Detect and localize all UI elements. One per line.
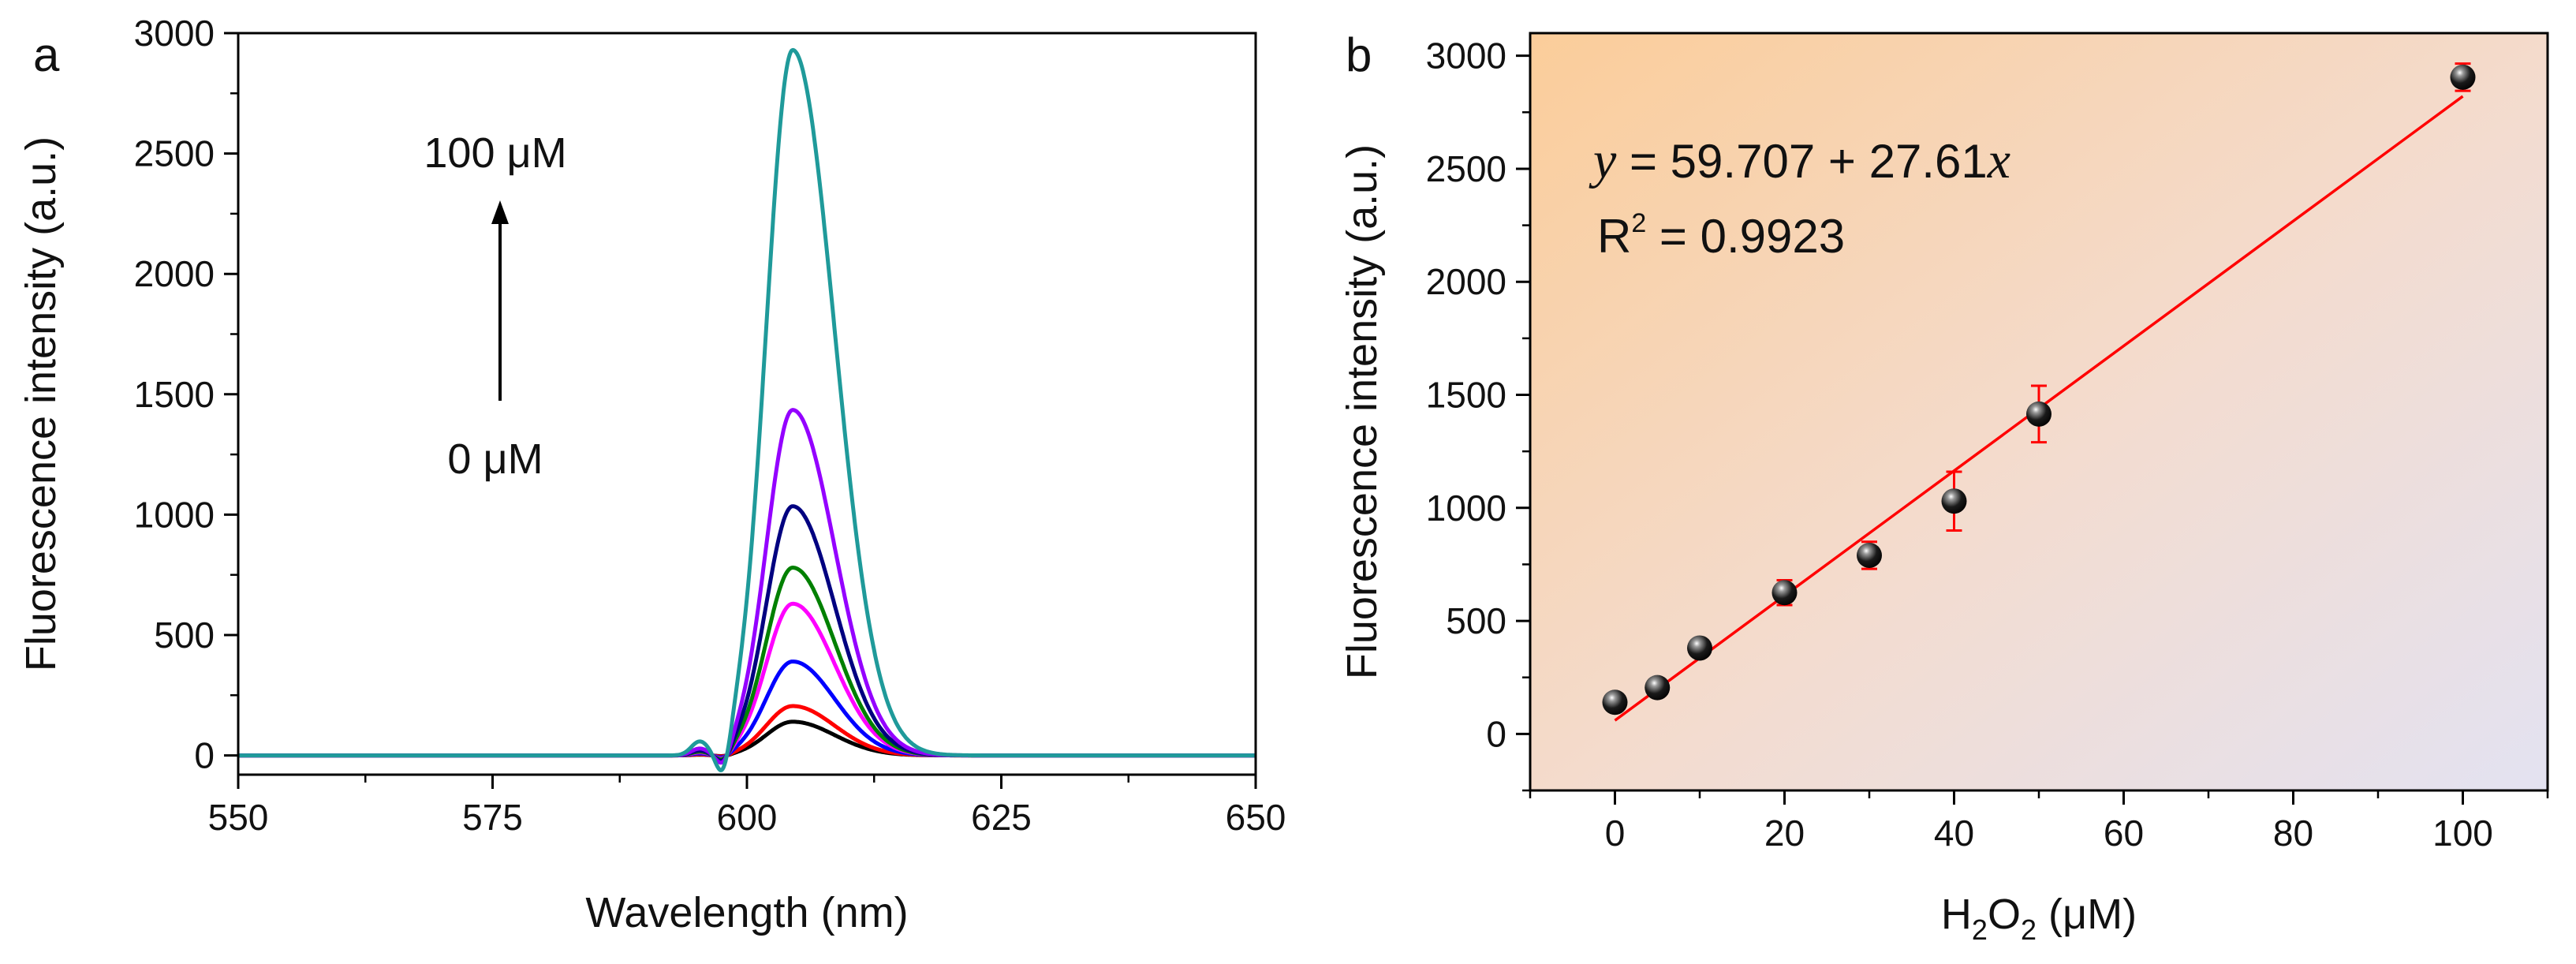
x-label-o: O [1988,891,2021,938]
increase-arrow-head [491,200,509,224]
panel-a-y-tick-label: 3000 [134,13,215,54]
panel-a-x-axis-label: Wavelength (nm) [585,889,908,936]
panel-b-y-tick-label: 0 [1486,713,1506,754]
data-point [1602,689,1628,716]
panel-a-y-tick-label: 1500 [134,374,215,415]
panel-b-y-tick-label: 2000 [1426,261,1506,302]
x-label-h: H [1941,891,1972,938]
data-point [1687,635,1712,661]
equation-y-variable: y [1589,132,1617,189]
panel-a-x-tick-label: 650 [1226,797,1286,838]
panel-a-x-tick-label: 625 [971,797,1032,838]
panel-a-x-tick-label: 600 [717,797,778,838]
panel-b-x-tick-label: 40 [1934,813,1974,854]
r-squared-label: R [1597,210,1631,263]
panel-b-x-axis-label: H2O2 (μM) [1941,891,2137,946]
data-point [1941,488,1967,514]
r-squared-superscript: 2 [1631,208,1646,238]
panel-b-y-tick-label: 2500 [1426,148,1506,189]
panel-b-x-tick-label: 100 [2432,813,2493,854]
panel-a: a 550 575 600 625 650 0 500 1000 1500 2000 2500 300… [17,13,1286,936]
panel-b-frame [1529,32,2549,792]
fit-equation: y = 59.707 + 27.61x [1589,132,2010,189]
equation-x-variable: x [1987,132,2010,189]
panel-b-x-tick-label: 20 [1764,813,1805,854]
panel-a-x-tick-label: 575 [462,797,523,838]
panel-a-label: a [33,28,60,81]
r-squared: R2 = 0.9923 [1597,208,1845,263]
panel-b-y-tick-label: 500 [1446,600,1506,641]
spectrum-line-100-μM [237,47,1257,772]
r-squared-value: = 0.9923 [1646,210,1845,263]
panel-a-y-tick-label: 2000 [134,253,215,294]
data-point [1771,580,1798,606]
panel-a-curves [237,47,1257,772]
panel-a-ticks: 550 575 600 625 650 0 500 1000 1500 2000 2500 3000 [134,13,1286,838]
panel-b-x-tick-label: 0 [1605,813,1626,854]
spectrum-line-0-μM [237,719,1257,758]
x-label-sub-2b: 2 [2021,914,2037,946]
data-point [1857,542,1882,568]
panel-b-label: b [1346,28,1372,81]
panel-b-y-tick-label: 1500 [1426,375,1506,416]
panel-a-y-tick-label: 1000 [134,494,215,535]
equation-rhs: = 59.707 + 27.61 [1616,135,1987,188]
panel-a-y-tick-label: 500 [154,615,215,656]
annotation-bottom-concentration: 0 μM [447,435,543,483]
panel-b-marks [1602,62,2476,722]
panel-b-y-tick-label: 1000 [1426,488,1506,529]
panel-a-y-axis-label: Fluorescence intensity (a.u.) [17,136,65,671]
data-point [2026,401,2051,427]
panel-b-x-tick-label: 60 [2104,813,2144,854]
panel-b-x-tick-label: 80 [2273,813,2313,854]
data-point [2450,64,2476,90]
x-label-unit: (μM) [2037,891,2137,938]
data-point [1645,674,1671,701]
panel-a-y-tick-label: 2500 [134,133,215,174]
panel-a-frame [237,32,1257,776]
panel-a-y-tick-label: 0 [194,735,215,776]
panel-a-x-tick-label: 550 [208,797,269,838]
panel-b-y-axis-label: Fluorescence intensity (a.u.) [1338,144,1386,679]
x-label-sub-2: 2 [1972,914,1988,946]
annotation-top-concentration: 100 μM [424,129,566,177]
panel-b-y-tick-label: 3000 [1426,35,1506,77]
